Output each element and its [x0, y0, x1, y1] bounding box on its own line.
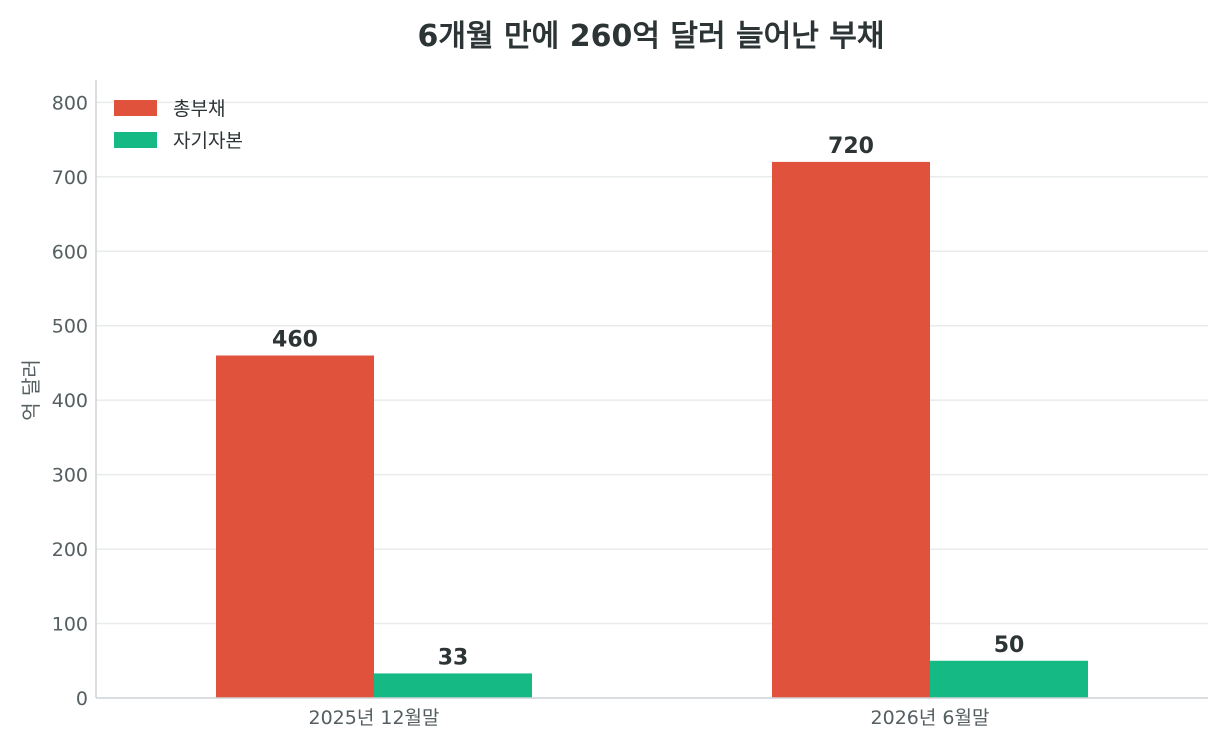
y-tick-label: 300: [52, 465, 88, 487]
y-tick-label: 0: [76, 688, 88, 710]
y-tick-label: 600: [52, 241, 88, 263]
bars: [216, 161, 1088, 698]
data-label: 50: [994, 633, 1025, 658]
data-label: 33: [438, 645, 469, 670]
legend-label: 자기자본: [173, 130, 243, 152]
x-tick-labels: 2025년 12월말 2026년 6월말: [308, 707, 989, 729]
chart-title: 6개월 만에 260억 달러 늘어난 부채: [418, 19, 885, 54]
bar-total-debt: [216, 355, 374, 698]
y-tick-label: 100: [52, 614, 88, 636]
y-tick-label: 400: [52, 390, 88, 412]
y-tick-label: 800: [52, 92, 88, 114]
legend-swatch: [114, 100, 157, 116]
x-tick-label: 2025년 12월말: [308, 707, 439, 729]
bar-equity: [374, 673, 532, 698]
y-tick-label: 700: [52, 167, 88, 189]
y-tick-label: 200: [52, 539, 88, 561]
bar-equity: [930, 660, 1088, 698]
y-tick-label: 500: [52, 316, 88, 338]
axes: [95, 80, 1208, 699]
y-axis-label: 억 달러: [19, 359, 43, 421]
data-label: 460: [272, 327, 318, 352]
y-tick-labels: 0 100 200 300 400 500 600 700 800: [52, 92, 88, 710]
bar-total-debt: [772, 161, 930, 698]
legend-swatch: [114, 132, 157, 148]
legend-label: 총부채: [173, 98, 225, 120]
x-tick-label: 2026년 6월말: [871, 707, 990, 729]
data-label: 720: [828, 134, 874, 159]
data-labels: 460 33 720 50: [272, 134, 1024, 671]
